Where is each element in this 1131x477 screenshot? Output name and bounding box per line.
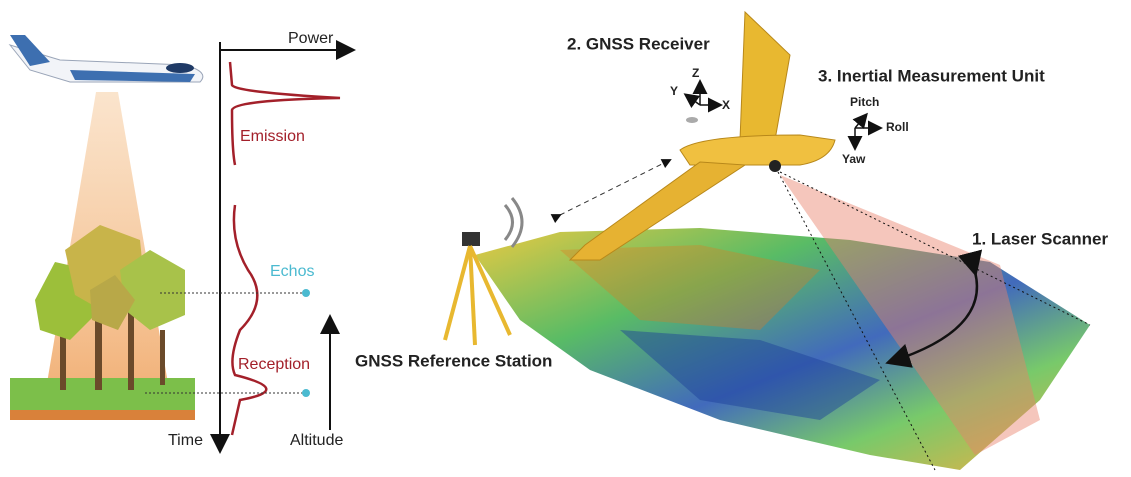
- echo-point: [302, 289, 310, 297]
- z-label: Z: [692, 66, 699, 80]
- left-panel: Power Emission Echos Reception Time Alti…: [10, 30, 352, 450]
- y-label: Y: [670, 84, 678, 98]
- gnss-receiver-label: 2. GNSS Receiver: [567, 34, 710, 53]
- ground: [10, 378, 195, 410]
- laser-scanner-label: 1. Laser Scanner: [972, 229, 1108, 248]
- reception-label: Reception: [238, 356, 310, 373]
- power-label: Power: [288, 30, 334, 47]
- yaw-label: Yaw: [842, 152, 866, 166]
- ground-point: [302, 389, 310, 397]
- pitch-label: Pitch: [850, 95, 879, 109]
- emission-label: Emission: [240, 128, 305, 145]
- altitude-label: Altitude: [290, 432, 343, 449]
- x-label: X: [722, 98, 730, 112]
- imu-label: 3. Inertial Measurement Unit: [818, 66, 1045, 85]
- diagram: Power Emission Echos Reception Time Alti…: [0, 0, 1131, 477]
- reference-station-label: GNSS Reference Station: [355, 351, 552, 370]
- aircraft: [10, 35, 203, 82]
- time-label: Time: [168, 432, 203, 449]
- roll-label: Roll: [886, 120, 909, 134]
- echos-label: Echos: [270, 263, 314, 280]
- waveform: [230, 62, 340, 435]
- right-panel: Z Y X Pitch Roll Yaw 2. GNSS Receiver 3.…: [355, 12, 1108, 470]
- soil: [10, 410, 195, 420]
